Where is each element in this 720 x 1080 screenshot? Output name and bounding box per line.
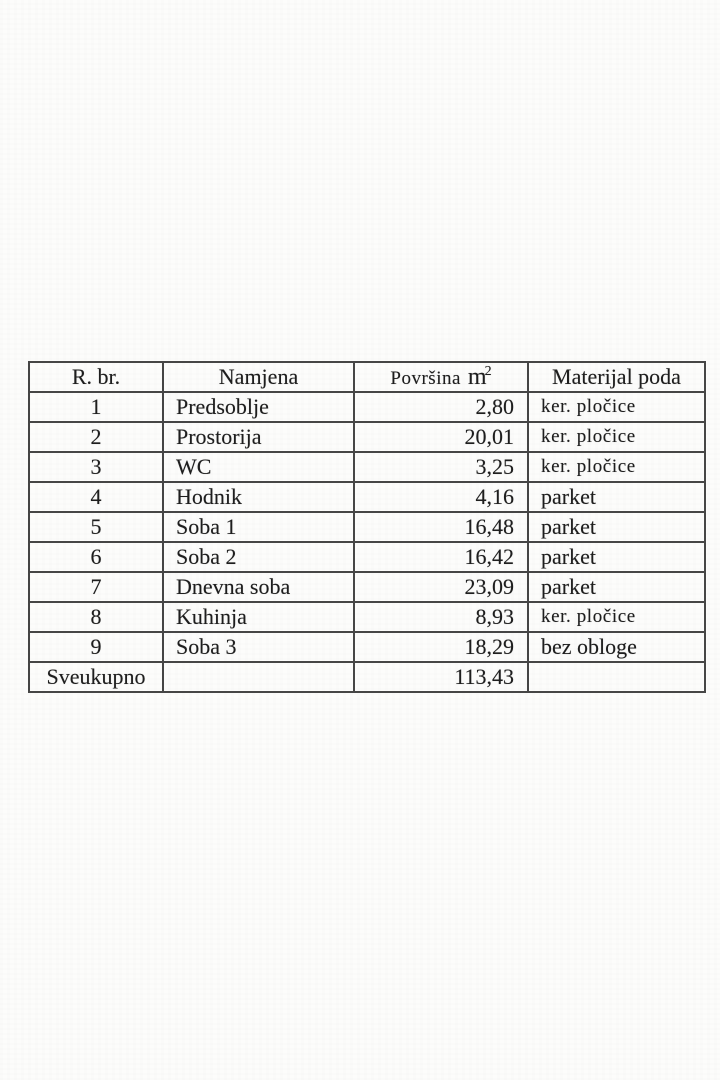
material-cell: parket [527, 541, 706, 573]
header-purpose: Namjena [162, 361, 355, 393]
purpose-cell: Hodnik [162, 481, 355, 513]
total-label-cell: Sveukupno [28, 661, 164, 693]
row-number-cell: 6 [28, 541, 164, 573]
material-cell: ker. pločice [527, 391, 706, 423]
header-area-superscript: 2 [484, 363, 492, 379]
purpose-cell: WC [162, 451, 355, 483]
purpose-cell: Prostorija [162, 421, 355, 453]
material-cell: parket [527, 571, 706, 603]
area-cell: 23,09 [353, 571, 529, 603]
row-number-cell: 9 [28, 631, 164, 663]
area-cell: 8,93 [353, 601, 529, 633]
table-body: 1 Predsoblje 2,80 ker. pločice 2 Prostorija 20… [28, 391, 706, 663]
purpose-cell: Soba 1 [162, 511, 355, 543]
material-cell: bez obloge [527, 631, 706, 663]
row-number-cell: 8 [28, 601, 164, 633]
table-row: 2 Prostorija 20,01 ker. pločice [28, 421, 706, 453]
table-row: 4 Hodnik 4,16 parket [28, 481, 706, 513]
row-number-cell: 3 [28, 451, 164, 483]
area-cell: 20,01 [353, 421, 529, 453]
area-cell: 18,29 [353, 631, 529, 663]
material-cell: parket [527, 481, 706, 513]
header-floor-material: Materijal poda [527, 361, 706, 393]
total-row: Sveukupno 113,43 [28, 661, 706, 693]
row-number-cell: 4 [28, 481, 164, 513]
table-row: 6 Soba 2 16,42 parket [28, 541, 706, 573]
total-area-cell: 113,43 [353, 661, 529, 693]
material-cell: parket [527, 511, 706, 543]
total-empty-name-cell [162, 661, 355, 693]
material-cell: ker. pločice [527, 601, 706, 633]
total-empty-material-cell [527, 661, 706, 693]
area-cell: 4,16 [353, 481, 529, 513]
material-cell: ker. pločice [527, 421, 706, 453]
area-cell: 16,42 [353, 541, 529, 573]
header-area-unit: m [467, 363, 487, 390]
table-row: 7 Dnevna soba 23,09 parket [28, 571, 706, 603]
row-number-cell: 7 [28, 571, 164, 603]
purpose-cell: Soba 3 [162, 631, 355, 663]
purpose-cell: Dnevna soba [162, 571, 355, 603]
area-cell: 2,80 [353, 391, 529, 423]
area-cell: 16,48 [353, 511, 529, 543]
purpose-cell: Soba 2 [162, 541, 355, 573]
purpose-cell: Kuhinja [162, 601, 355, 633]
header-area: Površina m2 [353, 361, 529, 393]
purpose-cell: Predsoblje [162, 391, 355, 423]
area-cell: 3,25 [353, 451, 529, 483]
table-row: 5 Soba 1 16,48 parket [28, 511, 706, 543]
header-area-label: Površina [390, 367, 461, 389]
table-row: 8 Kuhinja 8,93 ker. pločice [28, 601, 706, 633]
header-row: R. br. Namjena Površina m2 Materijal poda [28, 361, 706, 393]
row-number-cell: 1 [28, 391, 164, 423]
header-row-number: R. br. [28, 361, 164, 393]
room-area-table: R. br. Namjena Površina m2 Materijal poda… [28, 361, 706, 693]
row-number-cell: 2 [28, 421, 164, 453]
table-row: 3 WC 3,25 ker. pločice [28, 451, 706, 483]
material-cell: ker. pločice [527, 451, 706, 483]
table-row: 9 Soba 3 18,29 bez obloge [28, 631, 706, 663]
row-number-cell: 5 [28, 511, 164, 543]
table-row: 1 Predsoblje 2,80 ker. pločice [28, 391, 706, 423]
